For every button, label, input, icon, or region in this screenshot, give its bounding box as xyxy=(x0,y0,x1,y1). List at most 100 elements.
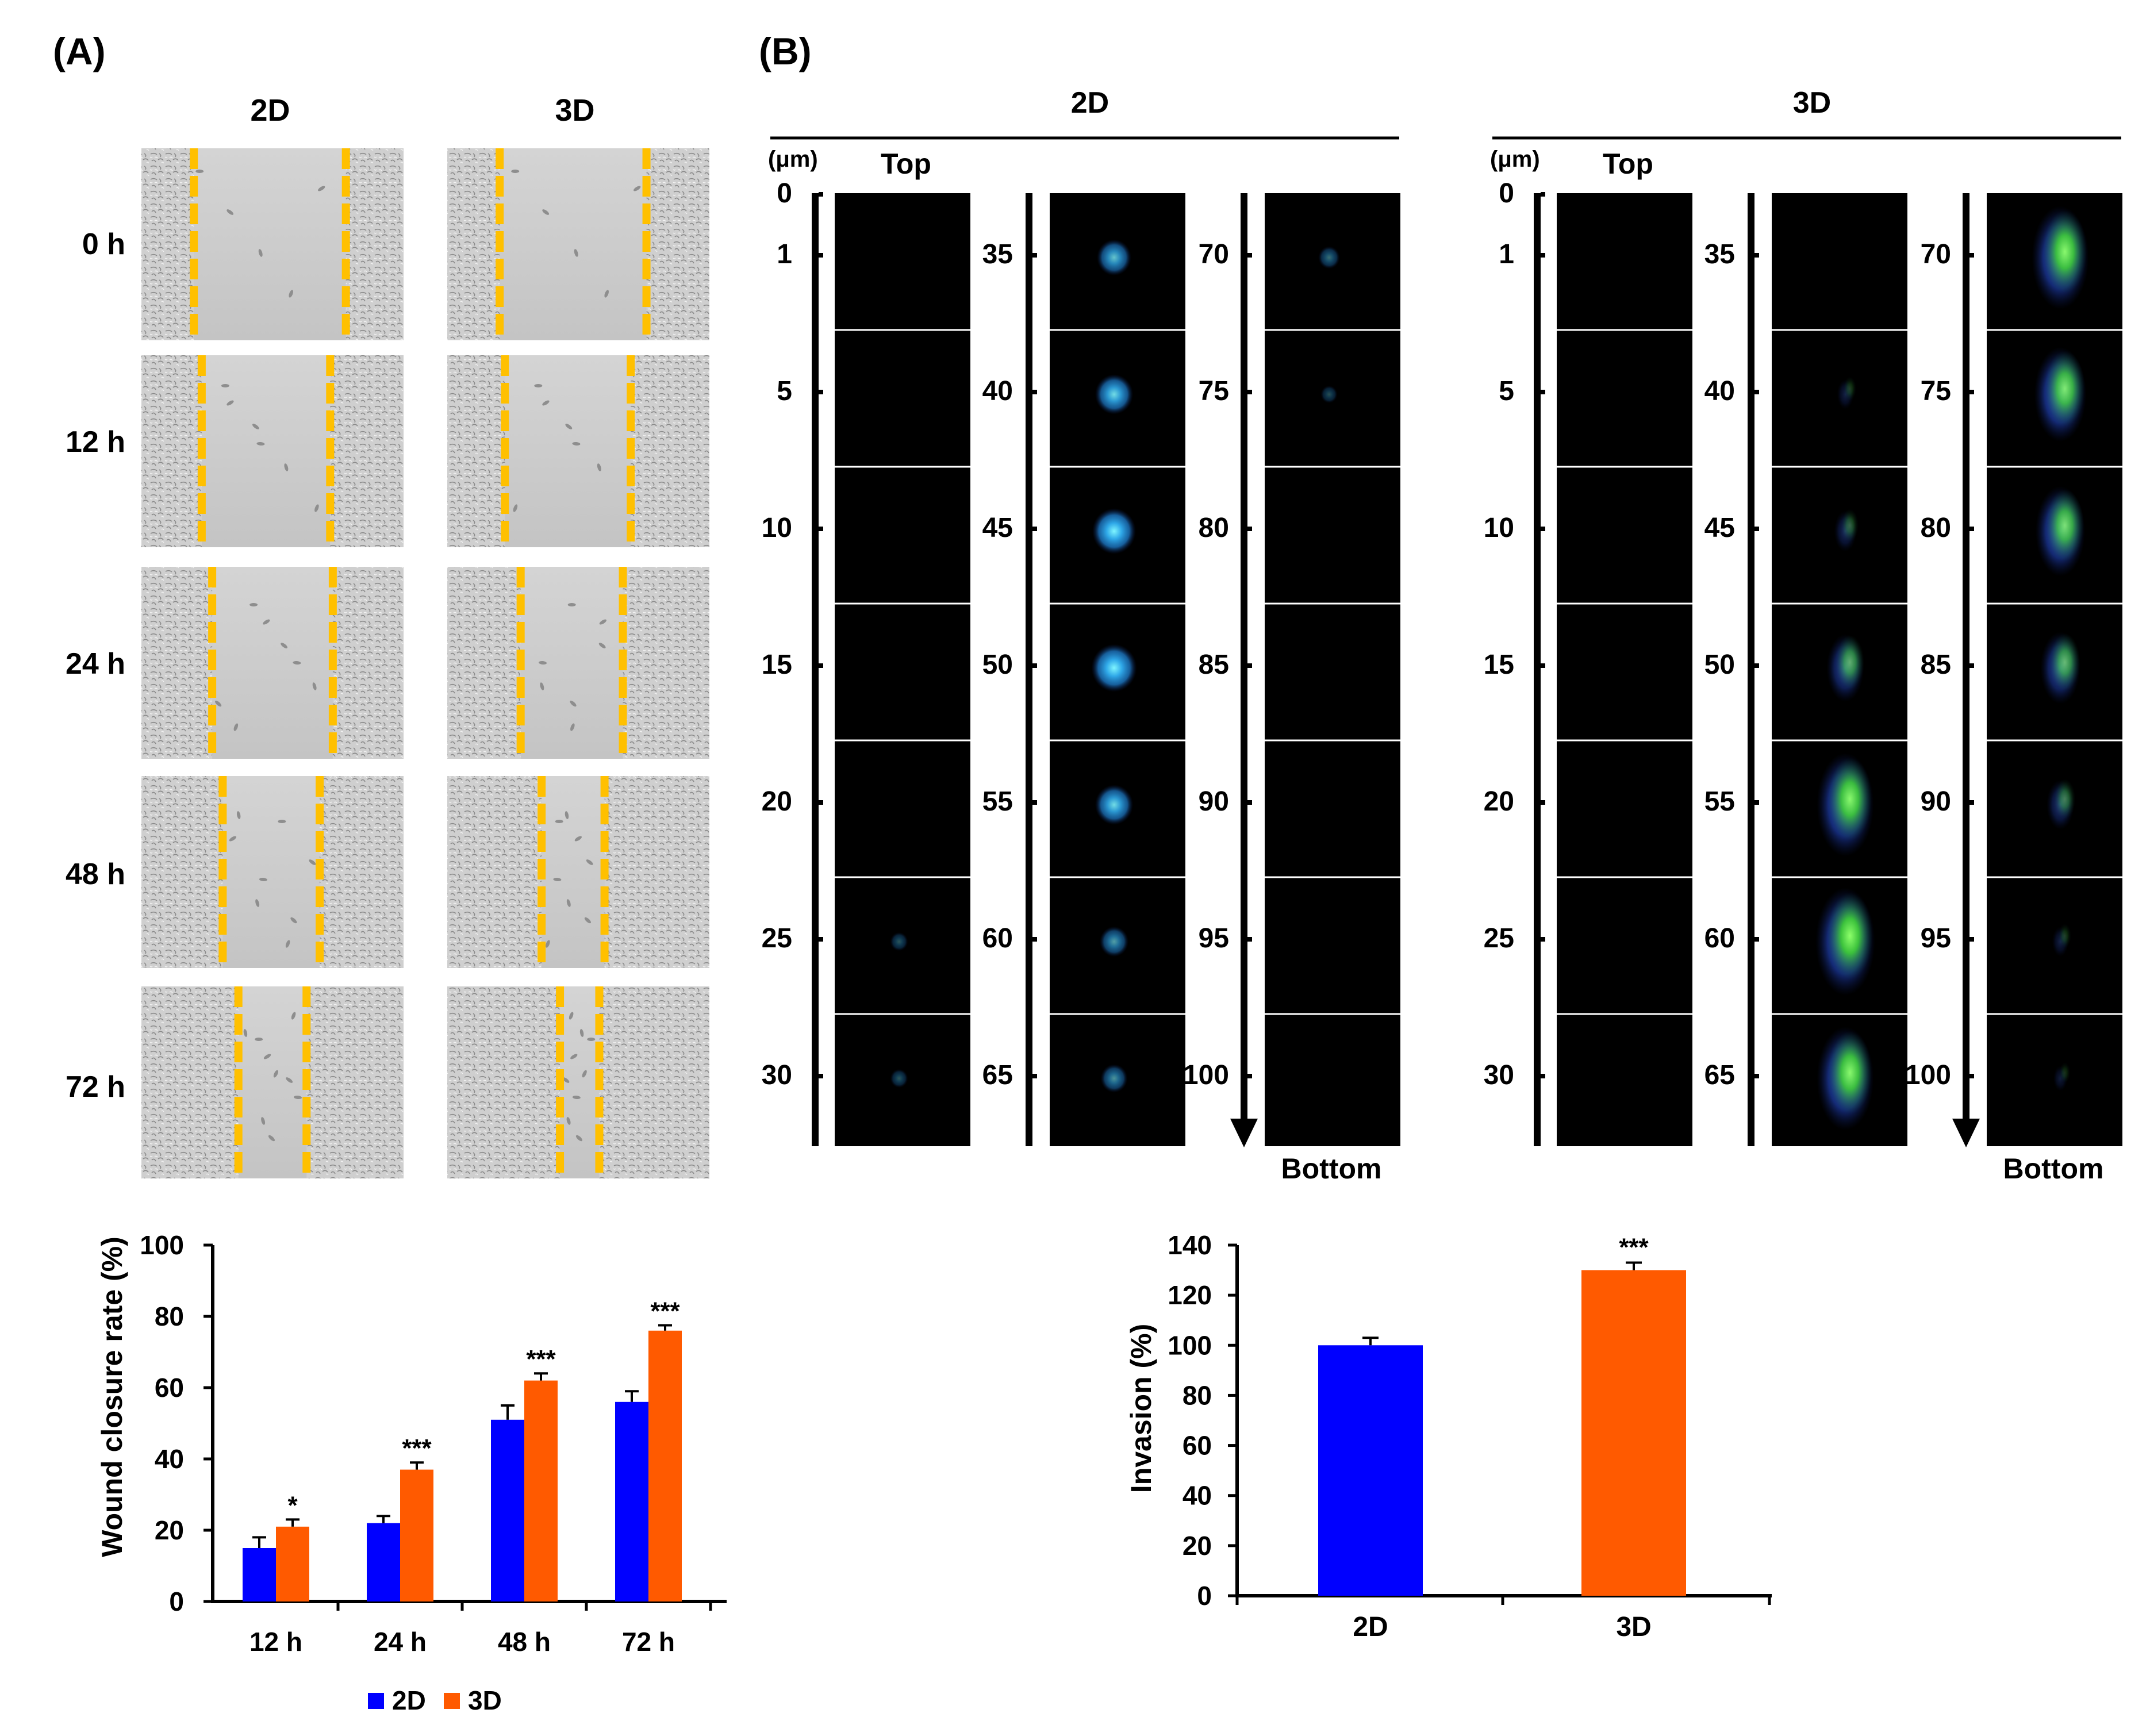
time-label: 12 h xyxy=(66,425,125,459)
migrating-cell xyxy=(278,820,286,823)
migrating-cell xyxy=(570,700,577,707)
bar-invasion-2d xyxy=(1318,1345,1423,1596)
depth-label: 1 xyxy=(777,239,792,270)
migrating-cell xyxy=(539,660,547,665)
wound-gap xyxy=(505,355,631,547)
migrating-cell xyxy=(574,249,578,257)
migrating-cell xyxy=(255,1038,263,1041)
fluorescent-cell-cluster xyxy=(1843,377,1857,401)
fluorescent-cell-cluster xyxy=(1095,374,1134,414)
migrating-cell xyxy=(540,682,544,690)
scratch-image xyxy=(141,567,404,759)
migrating-cell xyxy=(542,209,550,215)
invasion-chart-ylabel: Invasion (%) xyxy=(1125,1324,1157,1493)
migrating-cell xyxy=(293,660,301,665)
group-title: 3D xyxy=(1793,86,1831,120)
migrating-cell xyxy=(252,424,259,429)
scratch-image xyxy=(141,355,404,547)
depth-label: 40 xyxy=(1704,376,1735,406)
migrating-cell xyxy=(263,619,270,625)
fluorescent-cell-cluster xyxy=(2046,489,2084,562)
y-tick-label: 140 xyxy=(1168,1230,1212,1260)
migrating-cell xyxy=(570,723,575,731)
migrating-cell xyxy=(566,899,571,907)
invasion-chart: Invasion (%) 0 20 40 60 80 100 120 140 *** 2D 3D xyxy=(1125,1230,1772,1642)
migrating-cell xyxy=(289,290,293,298)
scratch-image xyxy=(447,986,709,1178)
legend-swatch-2d xyxy=(368,1693,384,1709)
fluorescent-cell-cluster xyxy=(1095,785,1134,825)
y-tick-label: 120 xyxy=(1168,1280,1212,1310)
depth-label: 55 xyxy=(1704,786,1735,817)
time-label: 0 h xyxy=(82,228,125,261)
migrating-cell xyxy=(312,682,317,690)
migrating-cell xyxy=(243,1029,248,1037)
migrating-cell xyxy=(285,940,290,948)
scratch-image xyxy=(141,148,404,340)
bar-2d-72h xyxy=(615,1401,648,1601)
migrating-cell xyxy=(256,441,265,446)
y-tick-label: 20 xyxy=(1182,1531,1212,1561)
fluorescent-cell-cluster xyxy=(890,1069,908,1088)
bar-3d-24h xyxy=(400,1469,433,1601)
y-tick-label: 0 xyxy=(1197,1581,1212,1611)
scratch-image xyxy=(447,148,709,340)
depth-label: 5 xyxy=(1499,376,1514,406)
migrating-cell xyxy=(553,877,562,882)
depth-label: 65 xyxy=(982,1060,1013,1090)
y-tick-label: 100 xyxy=(1168,1330,1212,1360)
depth-label: 30 xyxy=(1484,1060,1514,1090)
y-tick-label: 60 xyxy=(1182,1431,1212,1461)
migrating-cell xyxy=(236,811,241,819)
migrating-cell xyxy=(542,400,550,406)
panel-a-col-header-3d: 3D xyxy=(555,93,594,128)
depth-label: 0 xyxy=(777,178,792,209)
depth-label: 70 xyxy=(1921,239,1951,270)
depth-label: 95 xyxy=(1199,923,1229,954)
fluorescent-cell-cluster xyxy=(1092,508,1136,554)
migrating-cell xyxy=(586,859,593,865)
y-tick-label: 80 xyxy=(1182,1380,1212,1410)
depth-label: 50 xyxy=(982,650,1013,680)
significance-mark: *** xyxy=(402,1434,432,1462)
group-title: 2D xyxy=(1071,86,1109,120)
depth-arrow-head xyxy=(1230,1119,1258,1147)
migrating-cell xyxy=(258,249,263,257)
y-tick-label: 40 xyxy=(155,1444,184,1474)
top-label: Top xyxy=(1603,148,1653,180)
migrating-cell xyxy=(318,186,325,191)
migrating-cell xyxy=(575,1135,583,1142)
depth-arrow-head xyxy=(1952,1119,1980,1147)
fluorescent-cell-cluster xyxy=(1841,509,1859,542)
scratch-image xyxy=(447,355,709,547)
panel-a: (A) 2D 3D 0 h 12 h 24 h 48 h 72 h xyxy=(53,30,709,1178)
x-tick-label: 24 h xyxy=(374,1627,427,1657)
migrating-cell xyxy=(226,209,234,215)
panel-a-label: (A) xyxy=(53,30,106,72)
y-tick-label: 20 xyxy=(155,1515,184,1545)
fluorescent-cell-cluster xyxy=(1320,385,1338,404)
fluorescent-cell-cluster xyxy=(2049,633,2080,692)
invasion-chart-yticks: 0 20 40 60 80 100 120 140 xyxy=(1168,1230,1237,1611)
depth-label: 25 xyxy=(762,923,792,954)
migrating-cell xyxy=(555,820,563,823)
migrating-cell xyxy=(604,290,609,298)
legend-label-2d: 2D xyxy=(392,1685,426,1715)
depth-label: 35 xyxy=(982,239,1013,270)
depth-label: 70 xyxy=(1199,239,1229,270)
migrating-cell xyxy=(255,899,260,907)
unit-label: (μm) xyxy=(1490,147,1540,172)
depth-label: 0 xyxy=(1499,178,1514,209)
migrating-cell xyxy=(249,603,258,606)
depth-label: 15 xyxy=(762,650,792,680)
y-tick-label: 60 xyxy=(155,1373,184,1403)
migrating-cell xyxy=(513,504,518,512)
depth-label: 85 xyxy=(1921,650,1951,680)
migrating-cell xyxy=(572,1095,581,1100)
depth-label: 10 xyxy=(762,513,792,543)
depth-label: 100 xyxy=(1183,1060,1229,1090)
migrating-cell xyxy=(570,1054,578,1059)
fluorescent-cell-cluster xyxy=(2045,351,2085,427)
wound-gap xyxy=(194,148,346,340)
